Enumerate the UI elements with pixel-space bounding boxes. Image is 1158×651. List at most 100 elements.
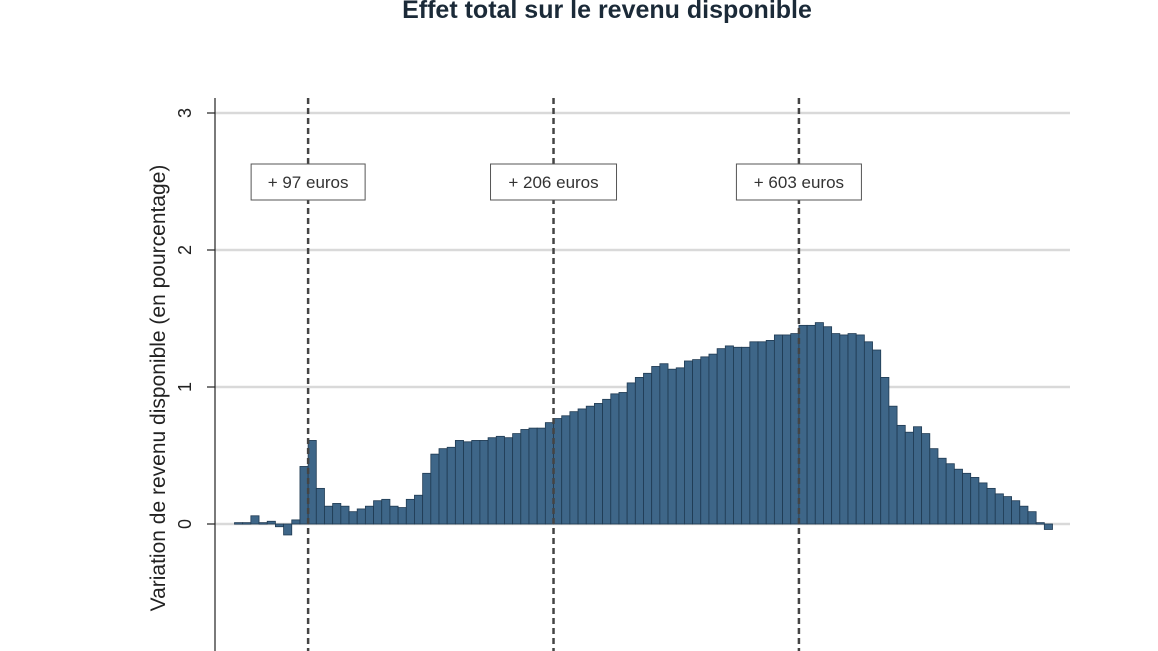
bar-31 — [479, 440, 489, 525]
bar-38 — [536, 427, 546, 525]
bar-90 — [962, 472, 972, 525]
bar-74 — [831, 333, 841, 525]
bar-59 — [708, 353, 718, 525]
bar-26 — [438, 448, 448, 525]
bar-33 — [495, 435, 505, 525]
bar-80 — [880, 377, 890, 525]
bar-100 — [1043, 523, 1053, 530]
bar-62 — [733, 346, 743, 525]
bar-73 — [823, 326, 833, 525]
bar-9 — [299, 466, 309, 525]
bar-50 — [634, 377, 644, 525]
bar-98 — [1027, 511, 1037, 525]
y-tick-label-2: 2 — [175, 245, 195, 255]
bar-6 — [274, 523, 284, 528]
bar-34 — [504, 437, 514, 525]
bar-61 — [724, 345, 734, 525]
bar-96 — [1011, 500, 1021, 525]
bar-19 — [381, 498, 391, 525]
bar-81 — [888, 405, 898, 525]
bar-44 — [585, 405, 595, 525]
bar-24 — [422, 472, 432, 525]
bar-57 — [692, 359, 702, 525]
bar-25 — [430, 453, 440, 525]
bar-60 — [716, 348, 726, 525]
y-tick-label-0: 0 — [175, 519, 195, 529]
bar-66 — [765, 340, 775, 525]
bar-11 — [315, 487, 325, 525]
bar-2 — [242, 522, 252, 525]
chart-title: Effet total sur le revenu disponible — [402, 0, 812, 24]
annotation-label-3: + 603 euros — [754, 173, 844, 192]
bar-99 — [1035, 522, 1045, 525]
bar-41 — [561, 415, 571, 525]
bar-43 — [577, 408, 587, 525]
bar-64 — [749, 341, 759, 525]
bar-88 — [945, 463, 955, 525]
bar-65 — [757, 341, 767, 525]
bar-68 — [782, 334, 792, 525]
bar-70 — [798, 324, 808, 525]
bar-21 — [397, 507, 407, 525]
bar-46 — [602, 398, 612, 525]
bar-93 — [986, 487, 996, 525]
bar-51 — [643, 372, 653, 525]
annotation-box-2 — [490, 163, 618, 201]
bar-63 — [741, 346, 751, 525]
bar-91 — [970, 477, 980, 525]
bar-12 — [324, 505, 334, 525]
bar-32 — [487, 437, 497, 525]
bar-52 — [651, 366, 661, 525]
bar-55 — [675, 367, 685, 525]
bar-49 — [626, 382, 636, 525]
bar-45 — [594, 403, 603, 525]
bar-5 — [266, 520, 276, 525]
bar-7 — [283, 523, 293, 536]
bar-82 — [896, 424, 906, 525]
bar-35 — [512, 433, 522, 525]
annotation-label-2: + 206 euros — [508, 173, 598, 192]
bar-22 — [405, 498, 415, 525]
bar-47 — [610, 393, 620, 525]
bar-72 — [814, 322, 824, 525]
bar-23 — [414, 494, 424, 525]
bar-20 — [389, 505, 399, 525]
bar-29 — [463, 441, 473, 525]
bar-79 — [872, 349, 882, 525]
bar-30 — [471, 440, 481, 525]
bar-87 — [937, 457, 947, 525]
bar-37 — [528, 427, 538, 525]
bar-67 — [773, 334, 783, 525]
bar-27 — [446, 446, 456, 525]
bar-13 — [332, 503, 342, 525]
annotation-label-1: + 97 euros — [268, 173, 349, 192]
bar-8 — [291, 519, 301, 525]
bar-95 — [1003, 496, 1012, 525]
bar-48 — [618, 392, 628, 525]
bar-28 — [454, 440, 464, 525]
bar-16 — [356, 508, 366, 525]
bars — [234, 322, 1053, 536]
bar-77 — [855, 334, 865, 525]
bar-42 — [569, 411, 579, 525]
bar-76 — [847, 333, 857, 525]
y-tick-label-1: 1 — [175, 382, 195, 392]
bar-85 — [921, 433, 931, 525]
bar-3 — [250, 515, 260, 525]
bar-58 — [700, 356, 710, 525]
bar-86 — [929, 448, 939, 525]
bar-17 — [364, 505, 374, 525]
bar-54 — [667, 368, 677, 525]
bar-94 — [994, 493, 1004, 525]
bar-89 — [953, 468, 963, 525]
bar-14 — [340, 505, 350, 525]
bar-97 — [1019, 505, 1029, 525]
bar-36 — [520, 429, 530, 525]
bar-18 — [373, 500, 383, 525]
bar-4 — [258, 522, 268, 525]
bar-71 — [806, 324, 816, 525]
annotation-box-1 — [250, 163, 366, 201]
bar-15 — [348, 511, 358, 525]
bar-75 — [839, 334, 849, 525]
